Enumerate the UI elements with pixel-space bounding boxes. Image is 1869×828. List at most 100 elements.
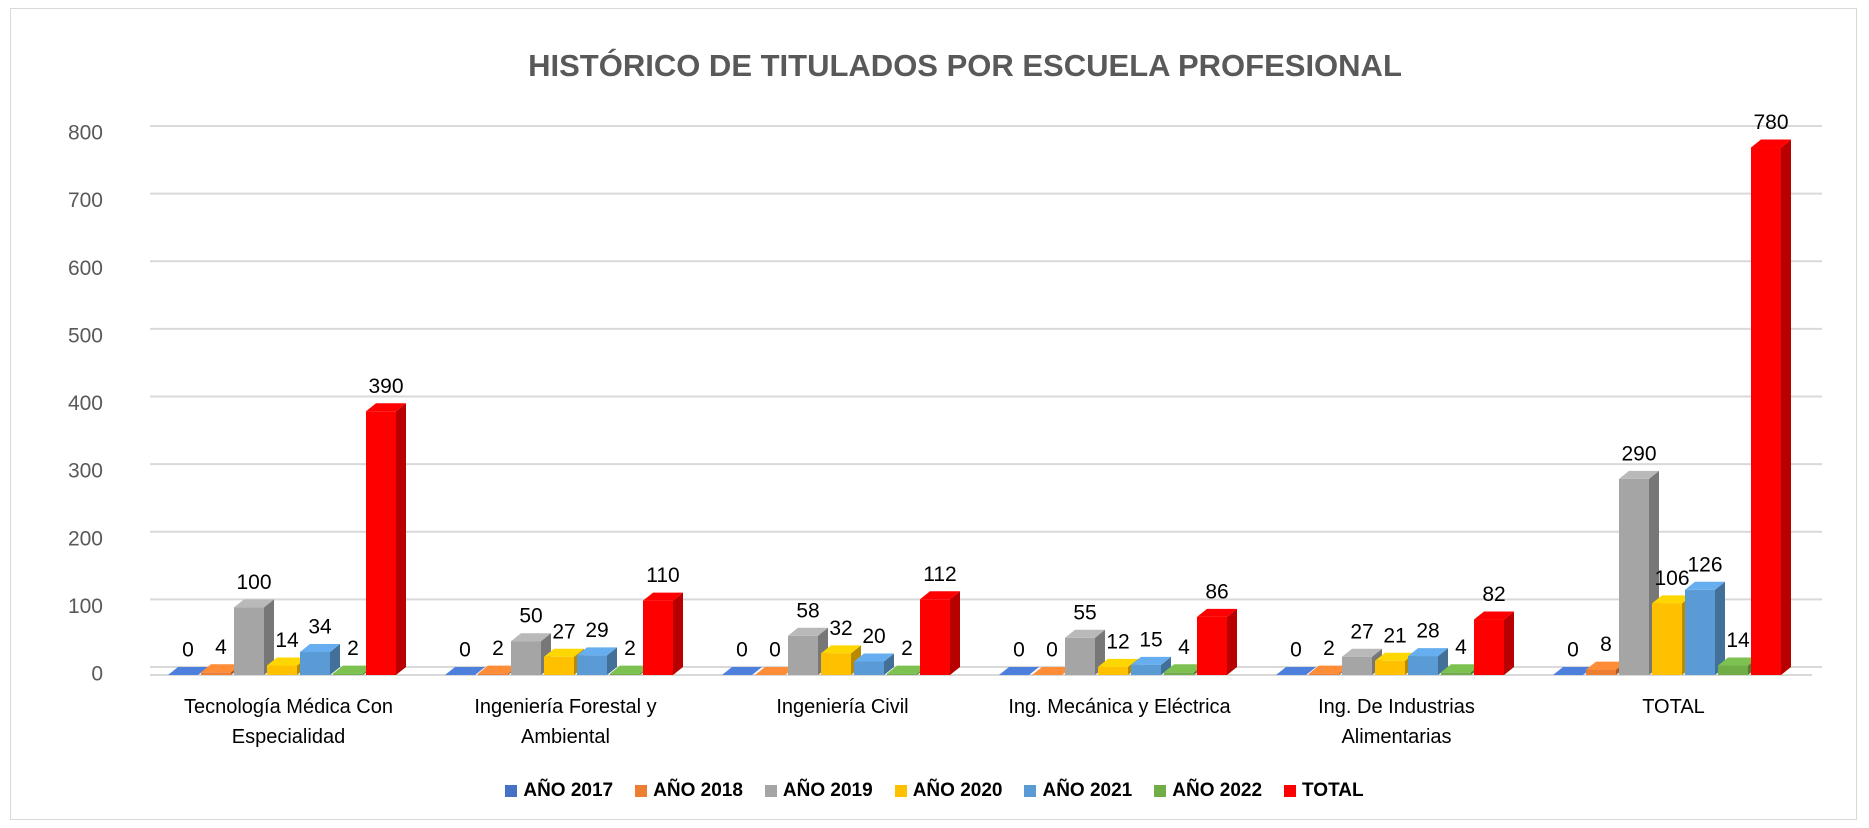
bar [643,600,673,675]
bar [478,673,508,675]
bar [1718,665,1748,675]
bar [1474,619,1504,675]
legend-label: AÑO 2019 [782,780,873,801]
bar-top [168,667,208,675]
data-label: 4 [1455,636,1467,659]
data-label: 0 [1567,639,1579,662]
legend-swatch [1154,785,1167,797]
legend-swatch [505,785,518,797]
bar [821,653,851,675]
data-label: 58 [796,599,819,622]
bar-top [1098,658,1138,667]
data-label: 112 [923,563,956,586]
bar-top [478,665,518,674]
data-label: 4 [1178,636,1190,659]
data-label: 2 [492,637,504,660]
bar-top [511,633,551,642]
bar [1652,603,1682,675]
bar-top [333,665,373,674]
x-tick-label: Ingeniería Forestal y Ambiental [474,696,657,748]
bar [1197,616,1227,675]
data-label: 100 [236,571,271,594]
x-tick-label: Tecnología Médica Con Especialidad [183,696,393,748]
bar-top [445,667,485,675]
bar-top [1586,661,1626,670]
legend-swatch [1024,785,1037,797]
y-tick-label: 800 [68,122,103,145]
data-label: 2 [901,637,913,660]
x-tick-label: TOTAL [1642,696,1705,718]
data-label: 390 [368,375,403,398]
bar-side [607,647,617,675]
legend-item: AÑO 2021 [1024,780,1132,802]
x-tick-label: Ingeniería Civil [776,696,909,718]
bar [887,673,917,675]
legend-label: AÑO 2017 [523,780,614,801]
bar-side [950,591,960,675]
data-label: 290 [1621,442,1656,465]
legend-label: AÑO 2021 [1042,780,1133,801]
bar [366,411,396,675]
data-label: 126 [1687,553,1722,576]
bar-top [1197,608,1237,617]
bar-top [1342,648,1382,657]
chart-frame [10,8,1857,820]
bar-top [1131,656,1171,665]
bar-top [1751,139,1791,148]
y-tick-label: 200 [68,527,103,550]
bar [267,665,297,675]
data-label: 86 [1205,580,1228,603]
bar [333,673,363,675]
legend-item: AÑO 2018 [635,780,743,802]
data-label: 0 [769,639,781,662]
bar-top [1032,667,1072,675]
bar-side [396,403,406,675]
bar [854,661,884,675]
data-label: 0 [459,639,471,662]
data-label: 2 [624,637,636,660]
bar-top [643,592,683,601]
bar-top [1718,657,1758,666]
data-label: 34 [308,616,332,639]
bar-top [201,664,241,673]
bar-top [234,599,274,608]
legend-swatch [1284,785,1297,797]
bar [544,656,574,675]
bar [1751,147,1781,675]
y-tick-label: 400 [68,392,103,415]
bar [300,652,330,675]
bar [1441,672,1471,675]
data-label: 12 [1106,630,1129,653]
data-label: 50 [519,605,542,628]
bar-top [1441,664,1481,673]
bar-top [610,665,650,674]
bar [1309,673,1339,675]
bar [577,655,607,675]
x-tick-label: Ing. Mecánica y Eléctrica [1008,696,1231,718]
bar-top [755,667,795,675]
bar-top [1375,652,1415,661]
bar-top [1164,664,1204,673]
bar-top [722,667,762,675]
data-label: 21 [1383,624,1406,647]
bar-top [920,591,960,600]
bar-top [1685,581,1725,590]
legend-swatch [635,785,648,797]
data-label: 15 [1139,628,1162,651]
data-label: 32 [829,617,852,640]
bar-top [1619,470,1659,479]
data-label: 110 [646,564,679,587]
data-label: 0 [1046,639,1058,662]
data-label: 55 [1073,601,1096,624]
y-tick-label: 600 [68,257,103,280]
legend-swatch [764,785,777,797]
bar-top [577,647,617,656]
data-label: 14 [1726,629,1750,652]
bar [610,673,640,675]
data-label: 0 [1013,639,1025,662]
legend-item: AÑO 2017 [505,780,613,802]
chart-title: HISTÓRICO DE TITULADOS POR ESCUELA PROFE… [528,47,1402,83]
bar-side [1438,648,1448,675]
bar-top [366,403,406,412]
